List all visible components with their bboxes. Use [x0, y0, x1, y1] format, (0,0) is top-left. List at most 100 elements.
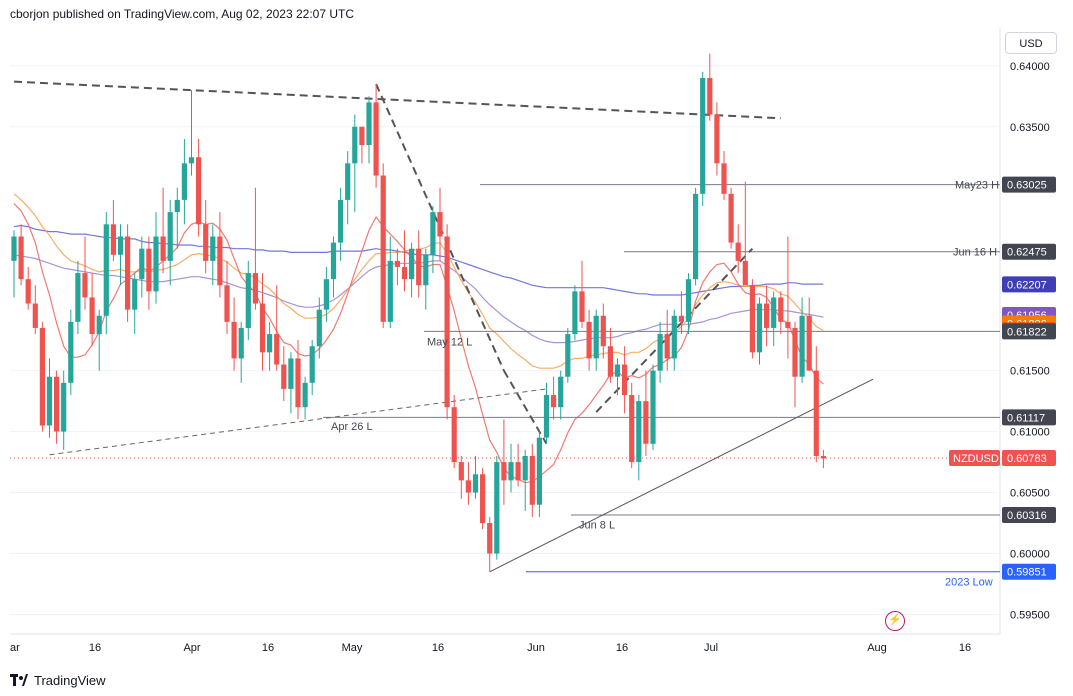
candle-body: [451, 407, 457, 463]
candle-body: [636, 401, 642, 463]
candle-body: [338, 199, 344, 243]
candle-body: [749, 285, 755, 353]
candle-body: [323, 279, 329, 310]
candle-body: [387, 260, 393, 322]
candle-body: [359, 126, 365, 146]
x-tick-label: Jul: [704, 642, 718, 654]
price-tags: 0.63025 May23 H 0.62475 Jun 16 H 0.62207 0.61…: [945, 176, 1056, 589]
candle-body: [558, 376, 564, 408]
y-tick-label: 0.64000: [1010, 61, 1050, 73]
candle-body: [302, 382, 308, 408]
candle-body: [735, 242, 741, 261]
annotation-label: Apr 26 L: [331, 421, 373, 433]
x-tick-label: May: [342, 642, 363, 654]
candle-body: [756, 303, 763, 353]
candle-body: [707, 77, 713, 115]
candle-body: [629, 395, 635, 463]
candle-body: [622, 364, 628, 396]
candle-body: [288, 358, 294, 389]
candle-body: [813, 370, 819, 456]
candle-body: [231, 321, 237, 359]
candle-body: [565, 334, 571, 377]
candle-body: [103, 224, 109, 316]
candle-body: [529, 455, 535, 505]
currency-button[interactable]: USD: [1005, 32, 1057, 54]
candle-body: [203, 224, 209, 261]
candle-body: [572, 291, 578, 335]
candle-body: [494, 462, 500, 554]
candle-body: [714, 114, 720, 164]
candle-body: [167, 212, 173, 261]
candle-body: [54, 376, 60, 432]
candle-body: [423, 254, 429, 286]
tradingview-logo-icon: [10, 674, 28, 686]
price-tag-value: 0.61117: [1007, 412, 1045, 424]
annotations: May 12 L Apr 26 L Jun 8 L: [331, 337, 615, 532]
candle-body: [366, 102, 372, 146]
candle-body: [394, 260, 400, 267]
price-tag-value: 0.62475: [1007, 247, 1047, 259]
price-tag-value: 0.60783: [1007, 453, 1047, 465]
candle-body: [778, 297, 784, 322]
annotation-label: Jun 8 L: [579, 520, 615, 532]
candle-body: [373, 102, 379, 176]
candle-body: [153, 236, 159, 292]
x-tick-label: 16: [432, 642, 444, 654]
candle-body: [196, 157, 202, 225]
candle-body: [700, 77, 706, 194]
candle-body: [465, 480, 471, 493]
price-tag: [1002, 409, 1056, 426]
candle-body: [25, 279, 31, 304]
candle-body: [380, 175, 386, 322]
candle-body: [437, 212, 443, 237]
candle-body: [252, 273, 258, 304]
x-tick-label: Aug: [867, 642, 887, 654]
candle-body: [693, 193, 699, 280]
candle-body: [650, 370, 656, 444]
price-tag: [1002, 276, 1056, 293]
candle-body: [678, 315, 684, 322]
candle-body: [96, 315, 102, 335]
candle-body: [267, 334, 273, 353]
candle-body: [430, 212, 436, 255]
candle-body: [728, 193, 734, 243]
price-tag: [1002, 176, 1056, 193]
x-axis: ar 16 Apr 16 May 16 Jun 16 Jul Aug 16: [10, 642, 971, 654]
price-tag: [1002, 323, 1056, 340]
x-tick-label: 16: [616, 642, 628, 654]
price-tag: [1002, 243, 1056, 260]
price-tag: [1002, 563, 1056, 580]
trendline: [13, 80, 781, 120]
trendline: [503, 370, 548, 445]
candle-body: [487, 523, 493, 554]
candle-body: [543, 395, 550, 438]
candle-body: [32, 303, 38, 328]
level-label: 2023 Low: [945, 577, 993, 589]
candle-body: [600, 315, 606, 347]
candle-body: [522, 455, 528, 481]
y-axis: 0.64000 0.63500 0.61500 0.61000 0.60500 0.600…: [1010, 61, 1050, 622]
candle-body: [139, 248, 145, 280]
candle-body: [458, 462, 464, 481]
candle-body: [132, 279, 138, 310]
candle-body: [39, 327, 45, 426]
candle-body: [764, 303, 770, 328]
candle-body: [224, 285, 230, 322]
price-tag-value: 0.63025: [1007, 180, 1047, 192]
candle-body: [245, 273, 251, 328]
footer-brand: TradingView: [34, 672, 106, 688]
candle-body: [685, 279, 692, 322]
candle-body: [174, 199, 180, 213]
candle-body: [295, 358, 301, 408]
y-tick-label: 0.63500: [1010, 122, 1050, 134]
candle-body: [345, 163, 351, 200]
candle-body: [274, 334, 280, 365]
price-tag-value: 0.62207: [1007, 279, 1047, 291]
candle-body: [501, 462, 507, 481]
lightning-icon[interactable]: ⚡: [885, 611, 905, 631]
candle-body: [536, 437, 542, 505]
candle-body: [721, 163, 727, 194]
candle-body: [664, 334, 670, 359]
candle-body: [61, 382, 67, 432]
